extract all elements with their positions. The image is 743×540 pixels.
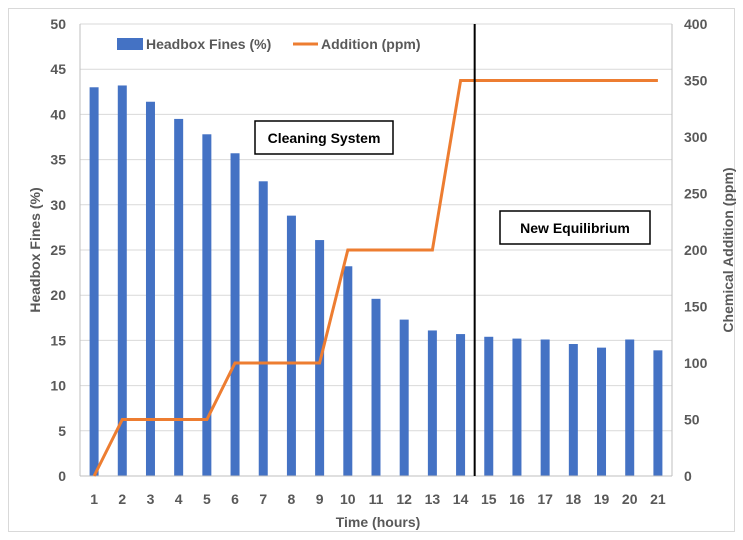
left-axis-tick-label: 5 [58, 423, 66, 439]
bar [427, 330, 437, 476]
x-axis-tick-label: 6 [231, 491, 239, 507]
bar [597, 347, 607, 476]
bar [512, 338, 522, 476]
bar [117, 85, 127, 477]
x-axis-tick-label: 20 [622, 491, 638, 507]
left-axis-tick-label: 35 [50, 152, 66, 168]
bar [540, 339, 550, 476]
bar [89, 87, 99, 476]
left-axis-tick-label: 15 [50, 332, 66, 348]
x-axis-tick-label: 9 [316, 491, 324, 507]
line-series [92, 79, 658, 477]
x-axis-tick-label: 1 [90, 491, 98, 507]
bar [202, 134, 212, 476]
legend-label-headbox-fines: Headbox Fines (%) [146, 36, 271, 52]
left-axis-tick-label: 25 [50, 242, 66, 258]
x-axis-title: Time (hours) [336, 514, 421, 530]
right-axis-title: Chemical Addition (ppm) [720, 167, 736, 332]
x-axis-tick-label: 2 [118, 491, 126, 507]
right-axis-tick-label: 50 [684, 412, 700, 428]
right-axis-tick-label: 150 [684, 299, 708, 315]
left-axis-tick-label: 20 [50, 287, 66, 303]
x-axis-tick-label: 5 [203, 491, 211, 507]
right-axis-tick-label: 100 [684, 355, 708, 371]
left-axis-tick-label: 10 [50, 378, 66, 394]
right-axis-tick-label: 200 [684, 242, 708, 258]
addition-line [92, 79, 658, 477]
bar [568, 344, 578, 476]
bar [145, 101, 155, 476]
x-axis-tick-label: 12 [396, 491, 412, 507]
annotation-label-new-equilibrium: New Equilibrium [520, 220, 630, 236]
x-axis-tick-label: 4 [175, 491, 183, 507]
left-axis-tick-label: 40 [50, 106, 66, 122]
bar [625, 339, 635, 476]
x-axis-tick-label: 3 [147, 491, 155, 507]
bar [343, 266, 353, 476]
left-axis-tick-label: 45 [50, 61, 66, 77]
x-axis-tick-label: 21 [650, 491, 666, 507]
x-axis-tick-labels: 1 2 3 4 5 6 7 8 9 10 11 12 13 14 15 16 17 18 19 20 21 [90, 491, 666, 507]
chart-outer-border [8, 8, 735, 532]
x-axis-tick-label: 16 [509, 491, 525, 507]
x-axis-tick-label: 8 [288, 491, 296, 507]
left-axis-tick-label: 30 [50, 197, 66, 213]
left-axis-title: Headbox Fines (%) [27, 187, 43, 312]
x-axis-tick-label: 7 [259, 491, 267, 507]
legend-label-addition: Addition (ppm) [321, 36, 421, 52]
legend: Headbox Fines (%) Addition (ppm) [117, 36, 421, 52]
right-axis-tick-label: 350 [684, 73, 708, 89]
right-axis-tick-label: 0 [684, 468, 692, 484]
left-axis-tick-label: 0 [58, 468, 66, 484]
bar [230, 153, 240, 476]
annotation-label-cleaning-system: Cleaning System [268, 130, 381, 146]
bar [286, 215, 296, 476]
annotation-new-equilibrium: New Equilibrium [499, 210, 651, 245]
bar [484, 336, 494, 476]
right-axis-tick-labels: 0 50 100 150 200 250 300 350 400 [684, 16, 708, 484]
right-axis-tick-label: 300 [684, 129, 708, 145]
bar [653, 350, 663, 476]
right-axis-tick-label: 250 [684, 186, 708, 202]
x-axis-tick-label: 10 [340, 491, 356, 507]
bar [456, 334, 466, 476]
annotation-cleaning-system: Cleaning System [254, 120, 394, 155]
bar-series [89, 85, 663, 477]
left-axis-tick-labels: 0 5 10 15 20 25 30 35 40 45 50 [50, 16, 66, 484]
x-axis-tick-label: 14 [453, 491, 469, 507]
x-axis-tick-label: 15 [481, 491, 497, 507]
annotation-box-new-equilibrium [499, 210, 651, 245]
bar [371, 298, 381, 476]
annotation-box-cleaning-system [254, 120, 394, 155]
left-axis-tick-label: 50 [50, 16, 66, 32]
x-axis-tick-label: 13 [425, 491, 441, 507]
legend-swatch-headbox-fines [117, 38, 143, 50]
right-axis-tick-label: 400 [684, 16, 708, 32]
x-axis-tick-label: 18 [566, 491, 582, 507]
bar [399, 319, 409, 476]
x-axis-tick-label: 17 [537, 491, 553, 507]
x-axis-tick-label: 11 [369, 491, 384, 507]
x-axis-tick-label: 19 [594, 491, 610, 507]
bar [174, 118, 184, 477]
bar [258, 181, 268, 476]
